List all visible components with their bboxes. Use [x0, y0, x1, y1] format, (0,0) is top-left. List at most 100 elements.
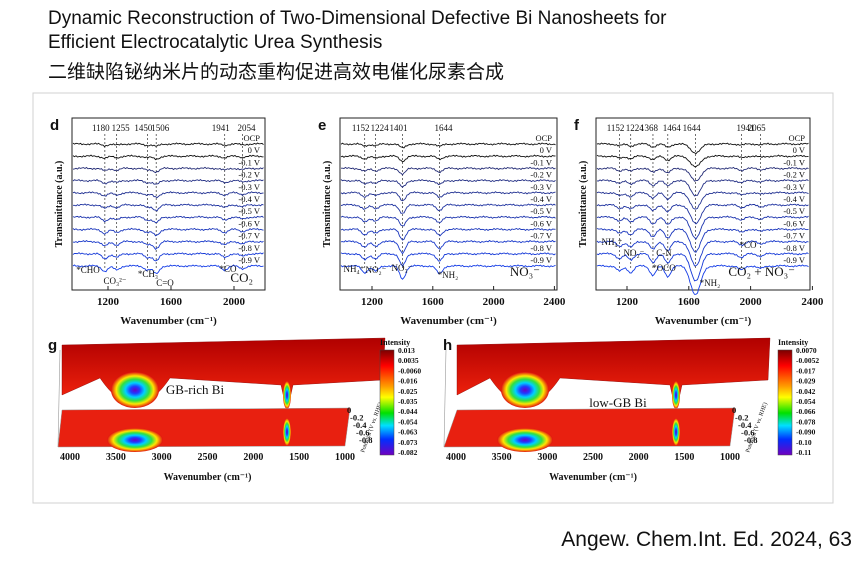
species-label: *OCO [652, 263, 676, 273]
x-tick-label: 2400 [543, 296, 566, 308]
spectrum-curve [596, 227, 809, 253]
peak-label: 1224 [371, 123, 390, 133]
x-tick-label: 4000 [60, 452, 80, 463]
x-tick-label: 1200 [97, 296, 120, 308]
potential-label: -0.9 V [238, 255, 260, 265]
spectrum-curve [72, 142, 264, 148]
y-tick-label: -0.2 [735, 413, 748, 423]
colorbar-tick-label: -0.073 [398, 438, 418, 447]
species-label: NO₂⁻ [624, 248, 645, 258]
potential-label: -0.8 V [783, 243, 805, 253]
x-tick-label: 2500 [198, 452, 218, 463]
colorbar-tick-label: -0.017 [796, 366, 816, 375]
spectrum-curve [72, 154, 264, 161]
peak-label: 1450 [134, 123, 153, 133]
potential-label: -0.6 V [238, 218, 260, 228]
colorbar-tick-label: 0.0035 [398, 356, 419, 365]
spectrum-curve [340, 179, 556, 188]
x-axis-label: Wavenumber (cm⁻¹) [655, 315, 752, 327]
potential-label: OCP [535, 133, 552, 143]
x-tick-label: 4000 [446, 452, 466, 463]
peak-label: 1255 [112, 123, 131, 133]
surface-dip [501, 372, 549, 408]
plot-frame [71, 117, 266, 291]
spectrum-curve [340, 203, 556, 214]
x-tick-label: 3500 [492, 452, 512, 463]
x-axis-label: Wavenumber (cm⁻¹) [400, 315, 497, 327]
spectrum-curve [596, 264, 809, 295]
colorbar-tick-label: -0.044 [398, 407, 418, 416]
spectrum-curve [72, 264, 264, 275]
spectrum-curve [340, 154, 556, 163]
x-tick-label: 1600 [422, 296, 445, 308]
citation: Angew. Chem.Int. Ed. 2024, 63 [561, 528, 852, 551]
x-axis-label: Wavenumber (cm⁻¹) [549, 472, 637, 483]
y-tick-label: -0.4 [738, 420, 752, 430]
potential-label: -0.1 V [238, 157, 260, 167]
depth-axis [57, 349, 61, 448]
spectrum-curve [596, 252, 809, 282]
spectrum-curve [72, 227, 264, 237]
colorbar-tick-label: -0.0052 [796, 356, 819, 365]
peak-label: 1464 [663, 123, 682, 133]
plot-frame [339, 117, 558, 291]
peak-label: 2065 [748, 123, 767, 133]
map-name: low-GB Bi [589, 395, 647, 410]
y-axis-label: Transmittance (a.u.) [54, 161, 65, 248]
potential-label: OCP [788, 133, 805, 143]
peak-label: 1368 [640, 123, 659, 133]
potential-label: -0.3 V [530, 182, 552, 192]
potential-label: -0.5 V [530, 206, 552, 216]
x-tick-label: 1600 [160, 296, 183, 308]
colorbar [379, 349, 395, 456]
potential-label: -0.2 V [238, 170, 260, 180]
colorbar-tick-label: 0.013 [398, 346, 415, 355]
colorbar-tick-label: -0.016 [398, 377, 418, 386]
x-tick-label: 3000 [537, 452, 557, 463]
colorbar [777, 349, 793, 456]
species-label: C=O [156, 278, 174, 288]
colorbar-tick-label: -0.042 [796, 387, 816, 396]
peak-label: 2054 [238, 123, 257, 133]
x-tick-label: 1500 [674, 452, 694, 463]
colorbar-tick-label: -0.054 [796, 397, 816, 406]
species-label: *NH₂ [438, 270, 459, 280]
y-tick-label: 0 [732, 405, 736, 415]
y-tick-label: -0.6 [356, 428, 369, 438]
y-axis-label: Transmittance (a.u.) [578, 161, 589, 248]
x-tick-label: 2000 [243, 452, 263, 463]
species-label: *NH₂ [700, 278, 721, 288]
projection-floor [57, 407, 351, 448]
spectrum-curve [341, 166, 556, 176]
potential-label: OCP [243, 133, 260, 143]
potential-label: -0.6 V [783, 218, 805, 228]
panel-legend: NO₃⁻ [510, 264, 540, 279]
colorbar-tick-label: -0.035 [398, 397, 418, 406]
peak-label: 1644 [434, 123, 453, 133]
spectrum-curve [340, 227, 556, 241]
peak-label: 1152 [352, 123, 370, 133]
y-tick-label: -0.4 [353, 420, 367, 430]
surface-dip [672, 381, 680, 409]
panel-legend: CO₂ + NO₃⁻ [728, 264, 795, 279]
map-name: GB-rich Bi [166, 382, 225, 397]
title-line: Efficient Electrocatalytic Urea Synthesi… [48, 32, 382, 53]
colorbar-tick-label: -0.11 [796, 448, 811, 457]
peak-label: 1224 [626, 123, 645, 133]
panel-label: g [48, 337, 57, 354]
species-label: C-N [656, 248, 672, 258]
potential-label: -0.7 V [530, 231, 552, 241]
species-label: NO₂⁻ [366, 265, 387, 275]
spectrum-curve [72, 166, 264, 174]
x-axis-label: Wavenumber (cm⁻¹) [120, 315, 217, 327]
species-label: *CH₃ [138, 269, 158, 279]
panel-label: f [574, 117, 580, 134]
peak-label: 1180 [92, 123, 110, 133]
potential-label: -0.2 V [783, 170, 805, 180]
panel-label: d [50, 117, 59, 134]
x-axis-label: Wavenumber (cm⁻¹) [164, 472, 252, 483]
potential-label: -0.8 V [238, 243, 260, 253]
potential-label: -0.4 V [530, 194, 552, 204]
x-tick-label: 2000 [223, 296, 246, 308]
potential-label: 0 V [248, 145, 261, 155]
